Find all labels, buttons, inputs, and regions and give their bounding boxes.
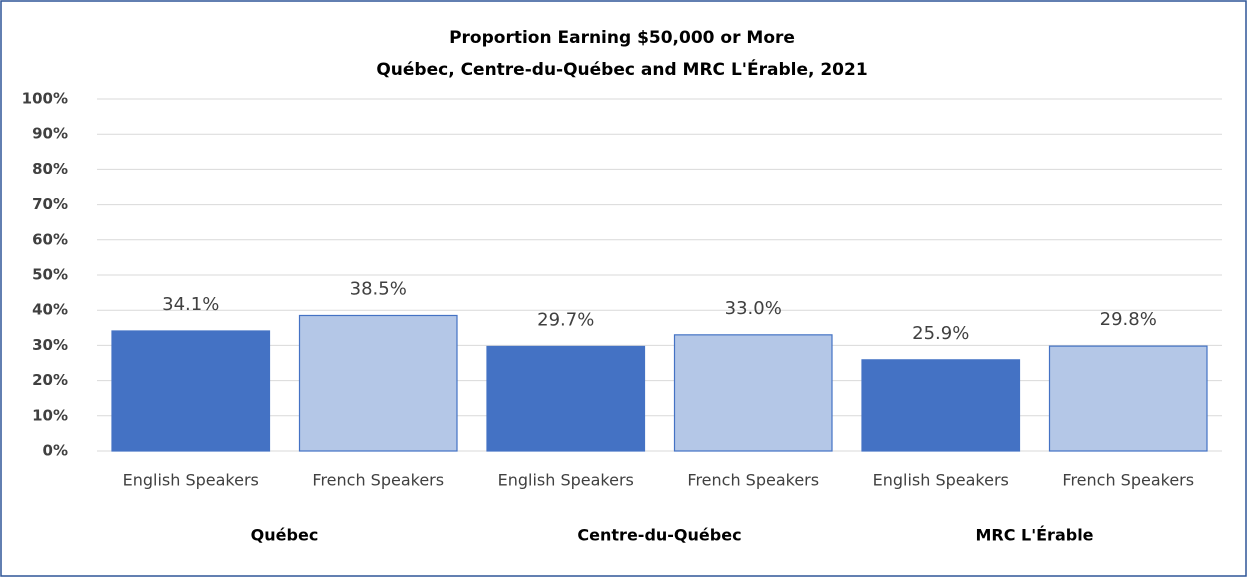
data-label: 29.8% [1100, 309, 1157, 330]
group-label: MRC L'Érable [975, 526, 1093, 545]
group-label: Centre-du-Québec [577, 526, 741, 545]
bar [111, 330, 271, 452]
y-tick-label: 30% [32, 336, 68, 354]
y-tick-label: 60% [32, 230, 68, 248]
y-tick-label: 100% [22, 90, 68, 108]
data-label: 25.9% [912, 323, 969, 344]
bar [861, 359, 1021, 452]
x-tick-label: English Speakers [873, 471, 1009, 490]
group-label: Québec [251, 526, 319, 545]
data-label: 38.5% [350, 278, 407, 299]
y-tick-label: 20% [32, 371, 68, 389]
y-tick-label: 90% [32, 125, 68, 143]
bar [486, 345, 646, 452]
data-label: 29.7% [537, 309, 594, 330]
x-tick-label: English Speakers [498, 471, 634, 490]
bar [1048, 345, 1208, 452]
y-tick-label: 0% [43, 442, 68, 460]
x-tick-label: English Speakers [123, 471, 259, 490]
y-tick-label: 40% [32, 301, 68, 319]
bar [673, 334, 833, 452]
x-tick-label: French Speakers [312, 471, 444, 490]
data-label: 33.0% [725, 298, 782, 319]
y-tick-label: 50% [32, 266, 68, 284]
data-label: 34.1% [162, 294, 219, 315]
x-tick-label: French Speakers [687, 471, 819, 490]
x-tick-label: French Speakers [1062, 471, 1194, 490]
chart-title: Proportion Earning $50,000 or More [449, 28, 795, 48]
y-tick-label: 80% [32, 160, 68, 178]
chart-subtitle: Québec, Centre-du-Québec and MRC L'Érabl… [376, 58, 867, 80]
bar [298, 314, 458, 452]
y-tick-label: 70% [32, 195, 68, 213]
y-tick-label: 10% [32, 406, 68, 424]
